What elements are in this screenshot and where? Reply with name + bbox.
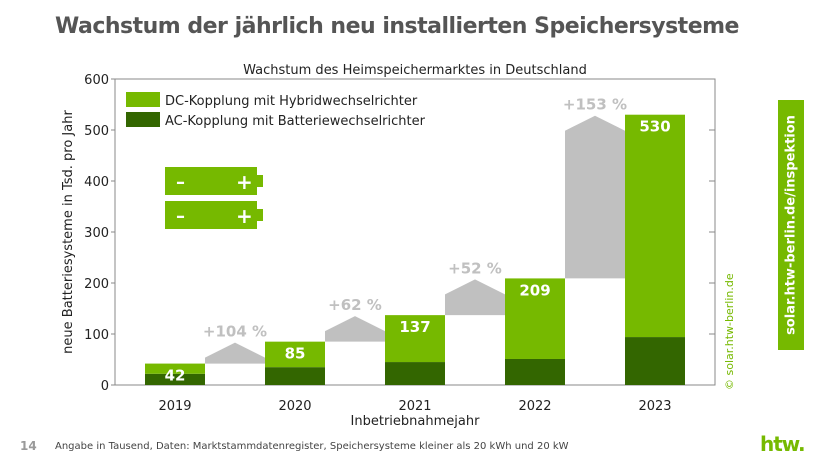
page-title: Wachstum der jährlich neu installierten … [55, 14, 739, 39]
y-tick-label: 600 [84, 73, 109, 88]
page-number: 14 [20, 439, 37, 453]
legend-swatch [126, 112, 160, 127]
bar-total-label: 42 [165, 367, 186, 385]
y-tick-label: 200 [84, 277, 109, 292]
x-tick-label: 2022 [518, 399, 551, 414]
bar-dc [265, 341, 325, 368]
plus-icon: + [236, 204, 253, 228]
legend-swatch [126, 92, 160, 107]
plus-icon: + [236, 170, 253, 194]
legend-label: AC-Kopplung mit Batteriewechselrichter [165, 114, 426, 129]
y-axis-label: neue Batteriesysteme in Tsd. pro Jahr [61, 110, 76, 354]
footnote: Angabe in Tausend, Daten: Marktstammdate… [55, 441, 569, 452]
x-tick-label: 2021 [398, 399, 431, 414]
y-tick-label: 300 [84, 226, 109, 241]
bar-dc [385, 315, 445, 363]
growth-label: +104 % [203, 323, 267, 341]
growth-arrow [205, 342, 265, 364]
url-text: solar.htw-berlin.de/inspektion [783, 115, 799, 335]
x-tick-label: 2019 [158, 399, 191, 414]
bar-dc [625, 114, 685, 338]
battery-icon [165, 167, 257, 195]
growth-arrow [445, 279, 505, 316]
chart-title: Wachstum des Heimspeichermarktes in Deut… [243, 63, 587, 78]
bar-ac [385, 362, 445, 385]
bar-total-label: 137 [399, 318, 430, 336]
battery-icon [165, 201, 257, 229]
battery-terminal [257, 175, 263, 187]
bar-total-label: 530 [639, 118, 670, 136]
growth-label: +153 % [563, 96, 627, 114]
growth-arrow [325, 316, 385, 342]
bar-ac [505, 358, 565, 385]
bar-total-label: 209 [519, 281, 550, 299]
y-tick-label: 0 [101, 379, 109, 394]
minus-icon: – [176, 206, 185, 227]
minus-icon: – [176, 172, 185, 193]
bar-dc [505, 278, 565, 359]
x-axis-label: Inbetriebnahmejahr [351, 414, 481, 429]
legend-label: DC-Kopplung mit Hybridwechselrichter [165, 94, 418, 109]
growth-arrow [565, 115, 625, 279]
y-tick-label: 400 [84, 175, 109, 190]
x-tick-label: 2023 [638, 399, 671, 414]
url-banner[interactable]: solar.htw-berlin.de/inspektion [778, 100, 804, 350]
bar-ac [625, 337, 685, 385]
bar-ac [265, 367, 325, 385]
y-tick-label: 500 [84, 124, 109, 139]
growth-label: +62 % [328, 296, 382, 314]
bar-ac [145, 373, 205, 385]
x-tick-label: 2020 [278, 399, 311, 414]
battery-terminal [257, 209, 263, 221]
bar-dc [145, 363, 205, 374]
growth-label: +52 % [448, 259, 502, 277]
y-tick-label: 100 [84, 328, 109, 343]
bar-total-label: 85 [285, 345, 306, 363]
htw-logo: htw. [760, 432, 806, 456]
copyright: © solar.htw-berlin.de [723, 273, 736, 390]
